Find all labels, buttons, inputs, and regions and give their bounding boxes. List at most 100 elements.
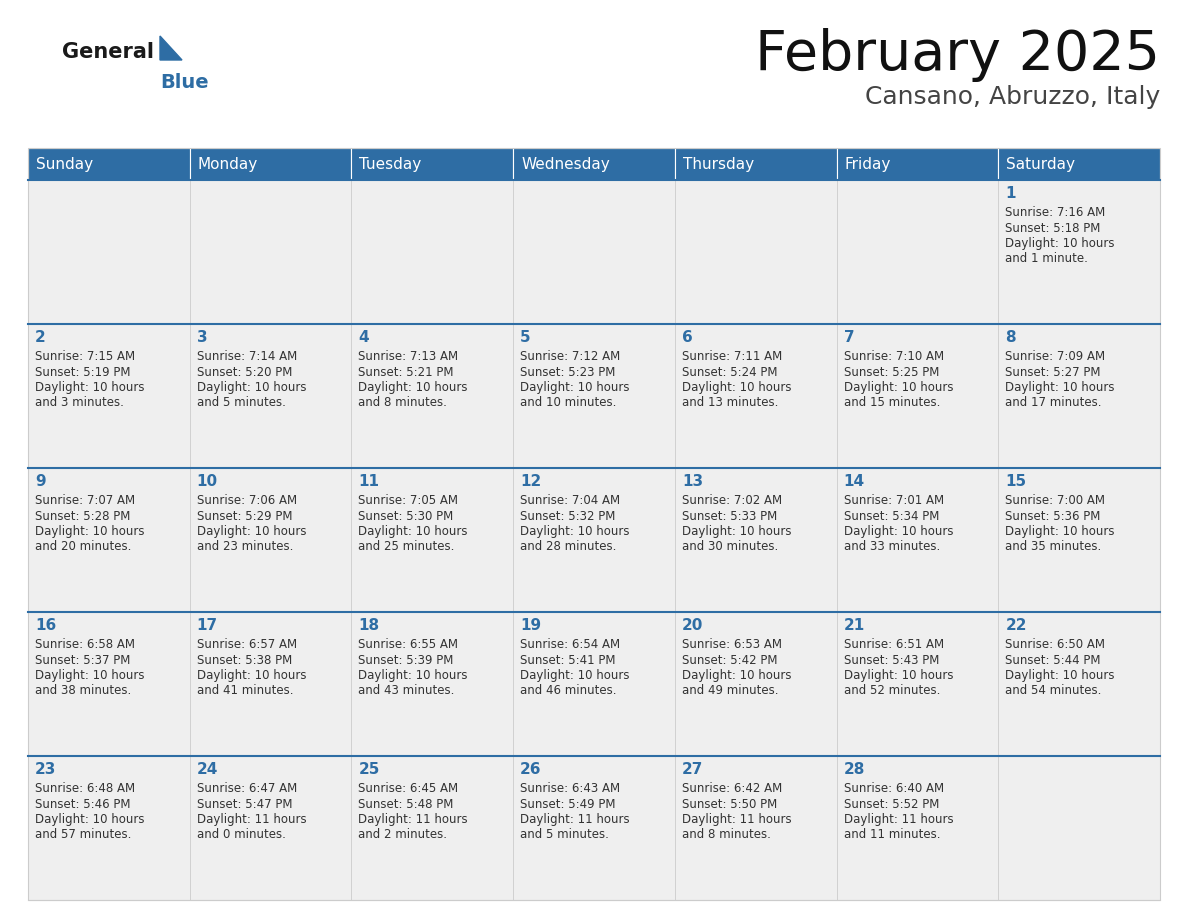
Text: and 38 minutes.: and 38 minutes. — [34, 685, 131, 698]
Text: Sunday: Sunday — [36, 156, 93, 172]
Text: Sunset: 5:48 PM: Sunset: 5:48 PM — [359, 798, 454, 811]
Text: and 54 minutes.: and 54 minutes. — [1005, 685, 1101, 698]
Bar — [29, 756, 1159, 900]
Text: Daylight: 10 hours: Daylight: 10 hours — [1005, 237, 1114, 250]
Text: Sunset: 5:47 PM: Sunset: 5:47 PM — [197, 798, 292, 811]
Bar — [29, 148, 1159, 900]
Text: Daylight: 11 hours: Daylight: 11 hours — [682, 813, 791, 826]
Text: General: General — [62, 42, 154, 62]
Text: Sunrise: 6:45 AM: Sunrise: 6:45 AM — [359, 782, 459, 795]
Text: and 52 minutes.: and 52 minutes. — [843, 685, 940, 698]
Text: and 5 minutes.: and 5 minutes. — [520, 829, 609, 842]
Text: 25: 25 — [359, 762, 380, 777]
Text: and 15 minutes.: and 15 minutes. — [843, 397, 940, 409]
Text: 23: 23 — [34, 762, 56, 777]
Text: Sunset: 5:23 PM: Sunset: 5:23 PM — [520, 365, 615, 378]
Text: Sunset: 5:30 PM: Sunset: 5:30 PM — [359, 509, 454, 522]
Text: and 43 minutes.: and 43 minutes. — [359, 685, 455, 698]
Text: and 2 minutes.: and 2 minutes. — [359, 829, 448, 842]
Text: Daylight: 10 hours: Daylight: 10 hours — [1005, 381, 1114, 394]
Text: and 8 minutes.: and 8 minutes. — [682, 829, 771, 842]
Text: Sunrise: 6:42 AM: Sunrise: 6:42 AM — [682, 782, 782, 795]
Bar — [29, 468, 1159, 612]
Bar — [29, 324, 1159, 468]
Text: Daylight: 10 hours: Daylight: 10 hours — [197, 381, 307, 394]
Text: 7: 7 — [843, 330, 854, 345]
Text: Daylight: 10 hours: Daylight: 10 hours — [359, 669, 468, 682]
Text: Blue: Blue — [160, 73, 209, 92]
Text: Daylight: 10 hours: Daylight: 10 hours — [34, 381, 145, 394]
Text: 24: 24 — [197, 762, 219, 777]
Text: Sunrise: 7:07 AM: Sunrise: 7:07 AM — [34, 494, 135, 507]
Text: Sunrise: 6:53 AM: Sunrise: 6:53 AM — [682, 638, 782, 651]
Text: Sunrise: 7:10 AM: Sunrise: 7:10 AM — [843, 350, 943, 363]
Text: Sunrise: 6:51 AM: Sunrise: 6:51 AM — [843, 638, 943, 651]
Text: Sunset: 5:29 PM: Sunset: 5:29 PM — [197, 509, 292, 522]
Text: 21: 21 — [843, 618, 865, 633]
Text: Daylight: 10 hours: Daylight: 10 hours — [843, 669, 953, 682]
Text: and 20 minutes.: and 20 minutes. — [34, 541, 132, 554]
Text: Sunrise: 6:43 AM: Sunrise: 6:43 AM — [520, 782, 620, 795]
Text: Sunrise: 6:48 AM: Sunrise: 6:48 AM — [34, 782, 135, 795]
Text: and 49 minutes.: and 49 minutes. — [682, 685, 778, 698]
Text: Daylight: 10 hours: Daylight: 10 hours — [359, 381, 468, 394]
Text: 28: 28 — [843, 762, 865, 777]
Bar — [513, 148, 675, 180]
Text: 13: 13 — [682, 474, 703, 489]
Text: Daylight: 10 hours: Daylight: 10 hours — [34, 669, 145, 682]
Text: 12: 12 — [520, 474, 542, 489]
Text: Sunset: 5:43 PM: Sunset: 5:43 PM — [843, 654, 939, 666]
Text: Daylight: 11 hours: Daylight: 11 hours — [843, 813, 953, 826]
Text: Daylight: 10 hours: Daylight: 10 hours — [682, 525, 791, 538]
Text: Sunset: 5:41 PM: Sunset: 5:41 PM — [520, 654, 615, 666]
Text: Cansano, Abruzzo, Italy: Cansano, Abruzzo, Italy — [865, 85, 1159, 109]
Text: 16: 16 — [34, 618, 56, 633]
Text: Sunrise: 6:58 AM: Sunrise: 6:58 AM — [34, 638, 135, 651]
Text: Sunrise: 7:14 AM: Sunrise: 7:14 AM — [197, 350, 297, 363]
Text: Daylight: 10 hours: Daylight: 10 hours — [34, 525, 145, 538]
Text: and 11 minutes.: and 11 minutes. — [843, 829, 940, 842]
Text: Daylight: 11 hours: Daylight: 11 hours — [197, 813, 307, 826]
Text: Sunrise: 7:12 AM: Sunrise: 7:12 AM — [520, 350, 620, 363]
Text: 19: 19 — [520, 618, 542, 633]
Text: Sunset: 5:46 PM: Sunset: 5:46 PM — [34, 798, 131, 811]
Text: Daylight: 10 hours: Daylight: 10 hours — [682, 381, 791, 394]
Text: Daylight: 10 hours: Daylight: 10 hours — [682, 669, 791, 682]
Bar — [352, 148, 513, 180]
Bar — [998, 148, 1159, 180]
Text: Thursday: Thursday — [683, 156, 754, 172]
Text: 18: 18 — [359, 618, 379, 633]
Text: Sunset: 5:32 PM: Sunset: 5:32 PM — [520, 509, 615, 522]
Text: and 57 minutes.: and 57 minutes. — [34, 829, 132, 842]
Text: and 35 minutes.: and 35 minutes. — [1005, 541, 1101, 554]
Text: and 41 minutes.: and 41 minutes. — [197, 685, 293, 698]
Text: Sunrise: 7:05 AM: Sunrise: 7:05 AM — [359, 494, 459, 507]
Text: and 10 minutes.: and 10 minutes. — [520, 397, 617, 409]
Text: and 30 minutes.: and 30 minutes. — [682, 541, 778, 554]
Bar — [29, 148, 190, 180]
Text: Sunrise: 7:16 AM: Sunrise: 7:16 AM — [1005, 206, 1106, 219]
Text: Daylight: 10 hours: Daylight: 10 hours — [197, 669, 307, 682]
Text: Daylight: 11 hours: Daylight: 11 hours — [359, 813, 468, 826]
Text: 2: 2 — [34, 330, 46, 345]
Text: Sunset: 5:24 PM: Sunset: 5:24 PM — [682, 365, 777, 378]
Text: Sunrise: 7:02 AM: Sunrise: 7:02 AM — [682, 494, 782, 507]
Text: Sunset: 5:39 PM: Sunset: 5:39 PM — [359, 654, 454, 666]
Text: February 2025: February 2025 — [756, 28, 1159, 82]
Text: Sunset: 5:38 PM: Sunset: 5:38 PM — [197, 654, 292, 666]
Text: Sunrise: 7:09 AM: Sunrise: 7:09 AM — [1005, 350, 1105, 363]
Text: Sunset: 5:27 PM: Sunset: 5:27 PM — [1005, 365, 1101, 378]
Text: Sunset: 5:44 PM: Sunset: 5:44 PM — [1005, 654, 1101, 666]
Text: Sunset: 5:49 PM: Sunset: 5:49 PM — [520, 798, 615, 811]
Text: 10: 10 — [197, 474, 217, 489]
Text: Sunrise: 6:57 AM: Sunrise: 6:57 AM — [197, 638, 297, 651]
Text: Sunset: 5:18 PM: Sunset: 5:18 PM — [1005, 221, 1100, 234]
Text: 3: 3 — [197, 330, 208, 345]
Text: Sunrise: 6:54 AM: Sunrise: 6:54 AM — [520, 638, 620, 651]
Bar — [675, 148, 836, 180]
Text: Sunset: 5:28 PM: Sunset: 5:28 PM — [34, 509, 131, 522]
Text: Sunset: 5:50 PM: Sunset: 5:50 PM — [682, 798, 777, 811]
Text: Saturday: Saturday — [1006, 156, 1075, 172]
Bar — [836, 148, 998, 180]
Text: Sunset: 5:21 PM: Sunset: 5:21 PM — [359, 365, 454, 378]
